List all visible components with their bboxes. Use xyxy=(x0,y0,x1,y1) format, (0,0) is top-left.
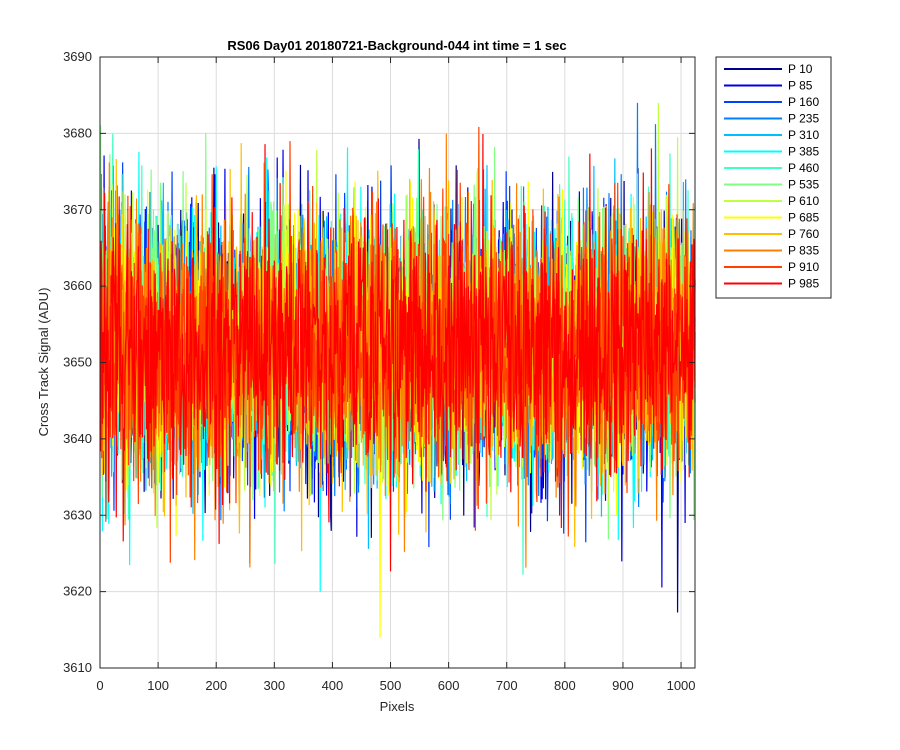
series-line-p985 xyxy=(99,133,696,572)
x-tick-label: 1000 xyxy=(667,678,696,693)
plot-area: 0 100 200 300 400 500 600 700 800 900 1000 3610 3620… xyxy=(63,49,696,693)
x-tick-label: 500 xyxy=(380,678,402,693)
y-tick-label: 3670 xyxy=(63,202,92,217)
y-tick-label: 3620 xyxy=(63,584,92,599)
legend-label: P 235 xyxy=(788,112,819,126)
legend-label: P 985 xyxy=(788,277,819,291)
y-tick-label: 3630 xyxy=(63,507,92,522)
y-tick-label: 3650 xyxy=(63,355,92,370)
x-tick-label: 100 xyxy=(147,678,169,693)
legend-label: P 910 xyxy=(788,260,819,274)
y-tick-label: 3610 xyxy=(63,660,92,675)
legend-label: P 760 xyxy=(788,227,819,241)
y-axis-label: Cross Track Signal (ADU) xyxy=(36,288,51,437)
y-tick-label: 3640 xyxy=(63,431,92,446)
y-tick-label: 3690 xyxy=(63,49,92,64)
legend-label: P 610 xyxy=(788,194,819,208)
legend-label: P 160 xyxy=(788,95,819,109)
legend-label: P 835 xyxy=(788,244,819,258)
x-tick-label: 200 xyxy=(205,678,227,693)
legend: P 10 P 85 P 160 P 235 P 310 P 385 P 460 P 535 P … xyxy=(715,56,832,299)
x-tick-label: 300 xyxy=(263,678,285,693)
legend-label: P 460 xyxy=(788,161,819,175)
x-axis-label: Pixels xyxy=(380,699,415,714)
legend-label: P 385 xyxy=(788,145,819,159)
legend-box xyxy=(715,56,832,299)
legend-label: P 10 xyxy=(788,62,813,76)
legend-label: P 535 xyxy=(788,178,819,192)
x-tick-label: 700 xyxy=(496,678,518,693)
x-tick-label: 600 xyxy=(438,678,460,693)
x-tick-label: 900 xyxy=(612,678,634,693)
chart-title: RS06 Day01 20180721-Background-044 int t… xyxy=(227,38,566,53)
legend-label: P 310 xyxy=(788,128,819,142)
legend-label: P 85 xyxy=(788,79,813,93)
x-tick-label: 400 xyxy=(322,678,344,693)
legend-label: P 685 xyxy=(788,211,819,225)
x-tick-label: 0 xyxy=(96,678,103,693)
x-tick-label: 800 xyxy=(554,678,576,693)
y-tick-label: 3660 xyxy=(63,278,92,293)
series-group xyxy=(99,102,696,638)
y-tick-label: 3680 xyxy=(63,125,92,140)
